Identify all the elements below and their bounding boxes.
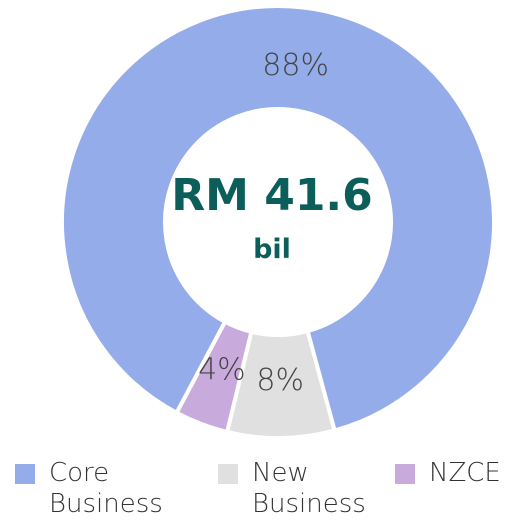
center-sublabel: bil bbox=[253, 234, 291, 265]
legend-label: New Business bbox=[252, 458, 366, 519]
value-label: 4% bbox=[198, 353, 246, 388]
legend-swatch bbox=[218, 464, 238, 484]
legend-swatch bbox=[395, 464, 415, 484]
donut-segment bbox=[224, 328, 338, 440]
value-label: 88% bbox=[262, 48, 329, 83]
legend-item: NZCE bbox=[395, 458, 505, 489]
donut-chart: RM 41.6 bil 88% 8% 4% bbox=[60, 4, 496, 440]
value-label: 8% bbox=[256, 363, 304, 398]
legend-label: NZCE bbox=[429, 458, 501, 488]
donut-segment bbox=[60, 4, 496, 433]
legend-item: New Business bbox=[218, 458, 366, 520]
center-label: RM 41.6 bbox=[171, 170, 373, 221]
legend-label: Core Business bbox=[49, 458, 163, 519]
legend-swatch bbox=[15, 464, 35, 484]
legend-item: Core Business bbox=[15, 458, 165, 520]
